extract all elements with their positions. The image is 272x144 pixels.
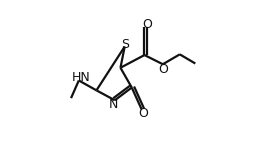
Text: HN: HN bbox=[71, 71, 90, 84]
Text: O: O bbox=[142, 18, 152, 31]
Text: N: N bbox=[109, 98, 118, 111]
Text: S: S bbox=[121, 38, 129, 51]
Text: O: O bbox=[158, 63, 168, 76]
Text: O: O bbox=[138, 107, 148, 120]
